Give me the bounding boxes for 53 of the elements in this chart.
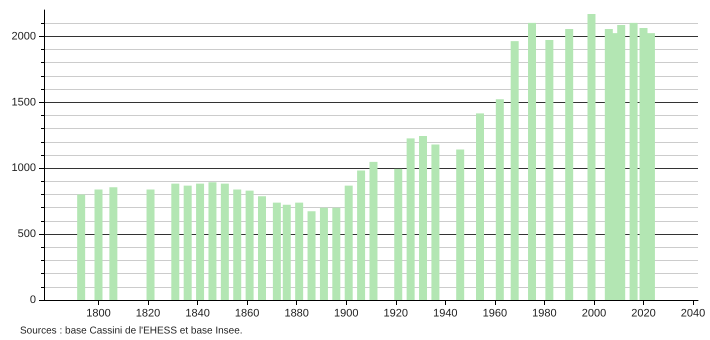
x-tick-label: 2040 — [680, 308, 706, 320]
bar — [456, 149, 464, 300]
bar — [196, 184, 204, 300]
bar — [406, 138, 415, 300]
bar — [320, 208, 328, 300]
bar — [308, 211, 316, 300]
y-tick-label: 1000 — [12, 162, 36, 174]
x-tick-label: 1820 — [136, 308, 160, 320]
x-tick-label: 1980 — [532, 308, 557, 320]
x-tick-label: 1960 — [482, 308, 508, 320]
bar — [394, 168, 402, 300]
bar — [272, 202, 281, 300]
bar — [295, 202, 304, 300]
bar — [476, 113, 484, 300]
x-tick-label: 1880 — [284, 308, 309, 320]
bar — [357, 170, 366, 300]
bar — [220, 184, 229, 300]
bar — [496, 99, 504, 300]
bar — [630, 22, 638, 300]
bar — [419, 136, 428, 300]
x-tick-label: 1900 — [334, 308, 358, 320]
bar — [233, 190, 242, 300]
y-tick-label: 1500 — [12, 96, 36, 108]
bar — [565, 28, 574, 300]
bar — [246, 190, 254, 300]
source-note: Sources : base Cassini de l'EHESS et base Insee. — [20, 326, 243, 336]
x-tick-label: 1840 — [185, 308, 210, 320]
x-tick-label: 1800 — [86, 308, 111, 320]
bar — [146, 190, 155, 300]
bar — [184, 186, 192, 300]
y-tick-label: 500 — [18, 228, 36, 240]
x-tick-label: 2020 — [631, 308, 656, 320]
bar — [282, 204, 291, 300]
bar — [369, 162, 378, 300]
bar — [208, 182, 216, 300]
x-tick-label: 1940 — [433, 308, 458, 320]
bar — [258, 196, 266, 300]
x-tick-label: 1860 — [234, 308, 260, 320]
bar — [431, 144, 440, 300]
bar — [109, 187, 118, 300]
y-tick-label: 0 — [30, 294, 36, 306]
bar — [171, 184, 180, 300]
bar — [77, 194, 86, 300]
bar — [510, 41, 519, 300]
y-tick-label: 2000 — [12, 30, 36, 42]
bar — [332, 208, 340, 300]
bar — [94, 190, 102, 300]
bar — [344, 186, 353, 300]
x-tick-label: 2000 — [582, 308, 606, 320]
x-tick-label: 1920 — [384, 308, 408, 320]
bar — [528, 22, 536, 300]
bar — [545, 40, 554, 300]
bar — [587, 14, 596, 300]
